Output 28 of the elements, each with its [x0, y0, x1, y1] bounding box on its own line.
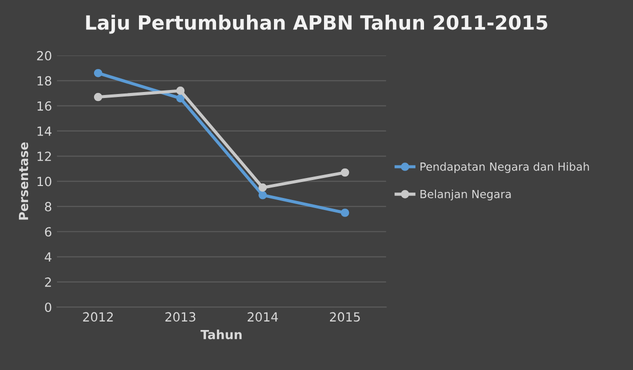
point — [258, 190, 267, 200]
y-tick-label: 20 — [37, 50, 52, 60]
y-tick-label: 4 — [44, 252, 52, 262]
point — [176, 86, 185, 95]
point — [176, 94, 185, 102]
y-tick-label: 16 — [38, 101, 52, 111]
chart-title: Laju Pertumbuhan APBN Tahun 2011-2015 — [86, 14, 548, 34]
point — [94, 92, 102, 102]
y-tick-label: 0 — [44, 302, 52, 312]
y-tick-label: 12 — [38, 152, 51, 161]
y-tick-label: 14 — [38, 126, 52, 136]
x-tick-label: 2013 — [165, 312, 196, 322]
y-tick-label: 8 — [45, 202, 52, 212]
point — [258, 183, 267, 192]
x-tick-label: 2014 — [248, 312, 278, 322]
y-tick-label: 10 — [38, 176, 52, 186]
y-axis-title: Persentase — [18, 142, 28, 220]
x-tick-label: 2015 — [330, 312, 360, 322]
point — [340, 168, 350, 177]
point — [94, 68, 102, 78]
legend-label: Pendapatan Negara dan Hibah — [420, 162, 589, 173]
y-tick-label: 18 — [38, 76, 52, 86]
x-tick-label: 2012 — [83, 312, 113, 322]
point — [340, 208, 350, 217]
legend-label: Belanjan Negara — [420, 190, 511, 200]
y-tick-label: 2 — [45, 277, 51, 287]
x-axis-title: Tahun — [200, 330, 242, 340]
y-tick-label: 6 — [45, 227, 52, 237]
